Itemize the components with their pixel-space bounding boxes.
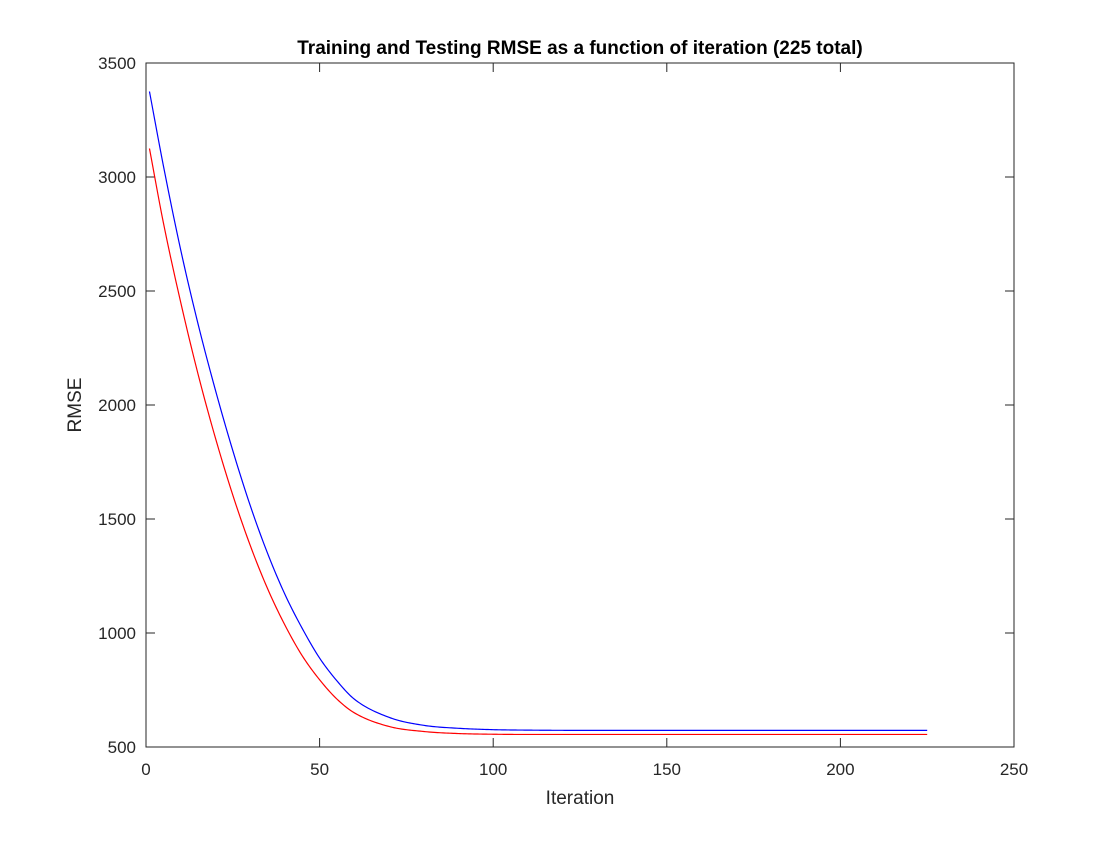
x-tick-labels: 0 50 100 150 200 250 (141, 760, 1028, 779)
series-line-1 (148, 91, 928, 731)
x-tick-label: 150 (653, 760, 681, 779)
y-tick-label: 2000 (98, 396, 136, 415)
chart-title: Training and Testing RMSE as a function … (297, 38, 862, 59)
y-tick-label: 1000 (98, 624, 136, 643)
x-tick-label: 200 (826, 760, 854, 779)
x-tick-label: 50 (310, 760, 329, 779)
x-tick-label: 100 (479, 760, 507, 779)
plot-area-frame (145, 62, 1015, 748)
y-tick-label: 3500 (98, 54, 136, 73)
series-line-2 (148, 148, 928, 736)
y-axis-label: RMSE (65, 378, 86, 433)
y-tick-label: 2500 (98, 282, 136, 301)
tick-marks (145, 62, 1015, 748)
x-tick-label: 250 (1000, 760, 1028, 779)
y-tick-labels: 500 1000 1500 2000 2500 3000 3500 (98, 54, 136, 757)
x-axis-label: Iteration (546, 788, 615, 809)
x-tick-label: 0 (141, 760, 150, 779)
y-tick-label: 3000 (98, 168, 136, 187)
series-lines (148, 91, 928, 736)
y-tick-label: 1500 (98, 510, 136, 529)
y-tick-label: 500 (108, 738, 136, 757)
